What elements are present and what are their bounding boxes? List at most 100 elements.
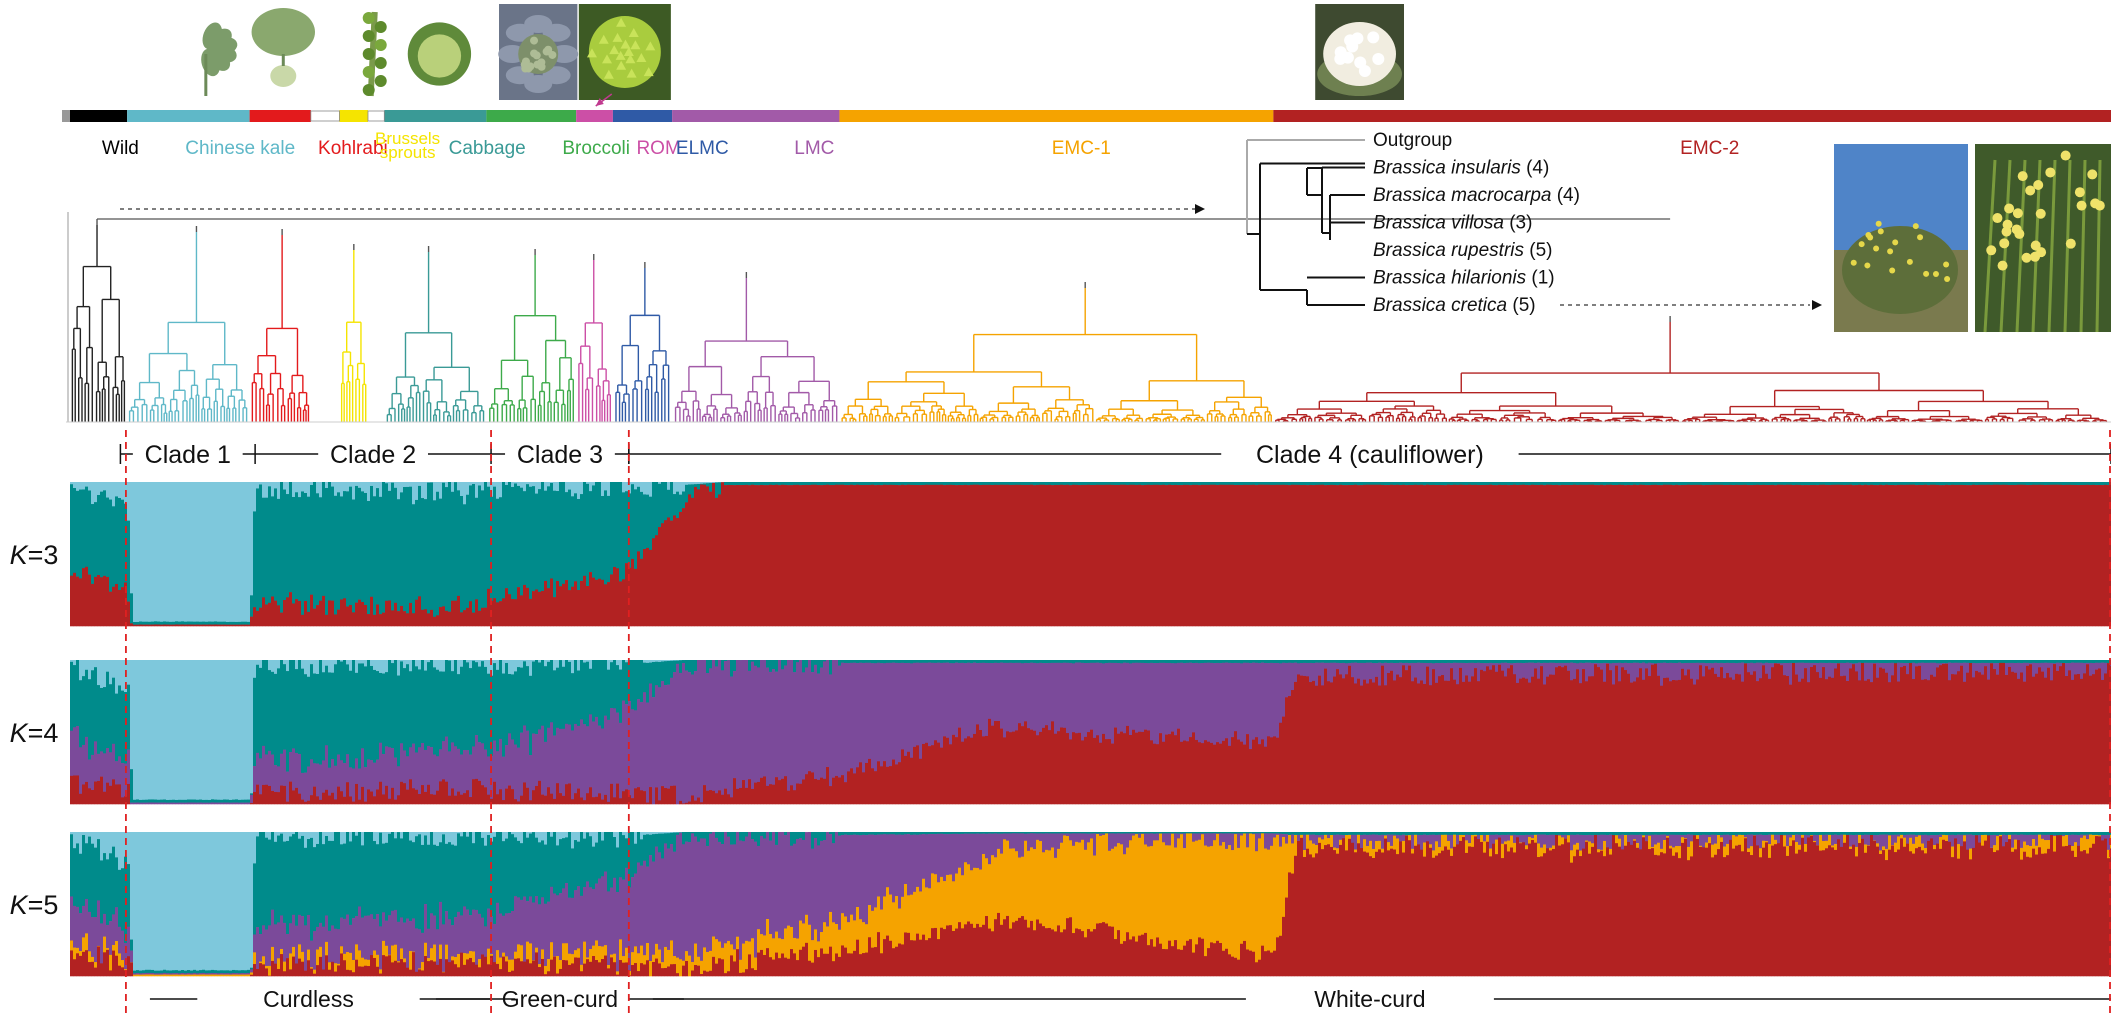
ancestry-bar [334,614,338,627]
ancestry-bar [415,666,419,753]
ancestry-bar [2026,482,2030,486]
ancestry-bar [976,724,980,805]
ancestry-bar [379,614,383,627]
ancestry-bar [139,802,143,805]
ancestry-bar [1825,484,1829,627]
ancestry-bar [172,660,176,801]
ancestry-bar [784,776,788,805]
ancestry-bar [238,624,242,627]
ancestry-bar [466,482,470,496]
ancestry-bar [1774,482,1778,486]
ancestry-bar [1537,484,1541,627]
ancestry-bar [403,486,407,612]
ancestry-bar [1891,482,1895,486]
ancestry-bar [160,624,164,627]
ancestry-bar [820,482,824,486]
ancestry-bar [469,668,473,755]
ancestry-bar [2038,482,2042,486]
ancestry-bar [463,750,467,794]
ancestry-bar [199,624,203,627]
ancestry-bar [121,660,125,691]
ancestry-bar [547,727,551,788]
ancestry-bar [1936,482,1940,486]
ancestry-bar [1396,484,1400,627]
ancestry-bar [874,485,878,627]
ancestry-bar [1585,482,1589,486]
ancestry-bar [226,482,230,623]
ancestry-bar [529,598,533,627]
ancestry-bar [271,754,275,792]
ancestry-bar [442,671,446,742]
ancestry-bar [856,482,860,486]
ancestry-bar [130,660,134,770]
ancestry-bar [1486,482,1490,486]
ancestry-bar [292,482,296,498]
ancestry-bar [331,486,335,601]
ancestry-bar [184,624,188,627]
ancestry-bar [178,660,182,801]
ancestry-bar [601,496,605,581]
taxon-name: Brassica villosa [1373,213,1504,234]
ancestry-bar [223,621,227,625]
ancestry-bar [2032,482,2036,486]
ancestry-bar [1495,482,1499,486]
ancestry-bar [520,667,524,733]
ancestry-bar [661,681,665,787]
ancestry-bar [1087,482,1091,486]
ancestry-bar [1369,482,1373,486]
ancestry-bar [574,493,578,582]
ancestry-bar [961,482,965,486]
ancestry-bar [2095,485,2099,627]
ancestry-bar [547,486,551,589]
ancestry-bar [223,624,227,627]
ancestry-bar [607,719,611,803]
ancestry-bar [373,669,377,763]
ancestry-bar [1819,484,1823,627]
ancestry-bar [760,777,764,805]
ancestry-bar [823,484,827,627]
ancestry-bar [535,785,539,805]
ancestry-bar [1291,484,1295,627]
ancestry-bar [1519,484,1523,627]
ancestry-bar [847,482,851,486]
ancestry-bar [1198,482,1202,486]
ancestry-bar [1588,482,1592,486]
leaf-shape [542,23,571,42]
ancestry-bar [772,660,776,670]
ancestry-bar [901,662,905,750]
ancestry-bar [1471,484,1475,627]
ancestry-bar [418,596,422,627]
ancestry-bar [1546,484,1550,627]
ancestry-bar [949,744,953,805]
ancestry-bar [316,605,320,627]
ancestry-bar [313,608,317,627]
ancestry-bar [790,482,794,486]
ancestry-bar [1321,482,1325,485]
ancestry-bar [859,762,863,805]
ancestry-bar [274,660,278,675]
ancestry-bar [439,749,443,782]
ancestry-bar [580,719,584,798]
ancestry-bar [1213,482,1217,486]
ancestry-bar [238,621,242,625]
ancestry-bar [181,799,185,803]
ancestry-bar [679,800,683,805]
ancestry-bar [937,742,941,805]
ancestry-bar [94,502,98,578]
ancestry-bar [118,589,122,627]
ancestry-bar [100,577,104,627]
ancestry-bar [1192,482,1196,486]
ancestry-bar [1999,484,2003,627]
ancestry-bar [937,662,941,743]
ancestry-bar [583,662,587,725]
ancestry-bar [265,604,269,627]
flower-dot [1999,238,2010,249]
ancestry-bar [1882,482,1886,486]
ancestry-bar [412,788,416,805]
floret-bud [521,57,530,66]
ancestry-bar [181,624,185,627]
ancestry-bar [709,660,713,669]
ancestry-bar [1939,482,1943,486]
ancestry-bar [754,665,758,783]
ancestry-bar [856,660,860,664]
